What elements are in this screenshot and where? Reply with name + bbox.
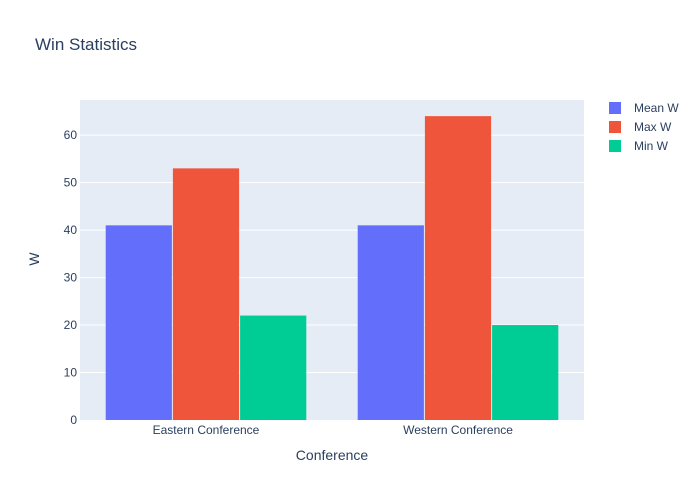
x-tick-label: Western Conference <box>403 423 513 437</box>
bars <box>105 116 559 421</box>
y-tick-label: 60 <box>64 128 78 142</box>
x-tick-label: Eastern Conference <box>153 423 260 437</box>
bar-min-w-1[interactable] <box>492 325 559 420</box>
y-tick-label: 50 <box>64 176 78 190</box>
legend-swatch <box>609 140 621 152</box>
legend-label: Mean W <box>634 101 679 115</box>
legend-swatch <box>609 102 621 114</box>
legend-label: Min W <box>634 139 669 153</box>
bar-mean-w-0[interactable] <box>105 225 172 420</box>
y-tick-label: 10 <box>64 366 78 380</box>
y-tick-label: 30 <box>64 271 78 285</box>
legend-item-max-w[interactable]: Max W <box>609 120 672 134</box>
x-axis-ticks: Eastern Conference Western Conference <box>153 423 514 437</box>
x-axis-title: Conference <box>296 447 369 463</box>
y-axis-title: W <box>26 252 42 266</box>
y-tick-label: 20 <box>64 318 78 332</box>
bar-max-w-0[interactable] <box>172 168 240 420</box>
legend[interactable]: Mean W Max W Min W <box>609 101 679 153</box>
y-tick-label: 0 <box>70 413 77 427</box>
legend-item-min-w[interactable]: Min W <box>609 139 669 153</box>
legend-item-mean-w[interactable]: Mean W <box>609 101 679 115</box>
bar-min-w-0[interactable] <box>240 315 307 420</box>
bar-max-w-1[interactable] <box>424 116 492 421</box>
y-axis-ticks: 0 10 20 30 40 50 60 <box>64 128 78 427</box>
bar-mean-w-1[interactable] <box>357 225 424 420</box>
chart-title: Win Statistics <box>35 35 137 54</box>
y-tick-label: 40 <box>64 223 78 237</box>
legend-swatch <box>609 121 621 133</box>
legend-label: Max W <box>634 120 672 134</box>
